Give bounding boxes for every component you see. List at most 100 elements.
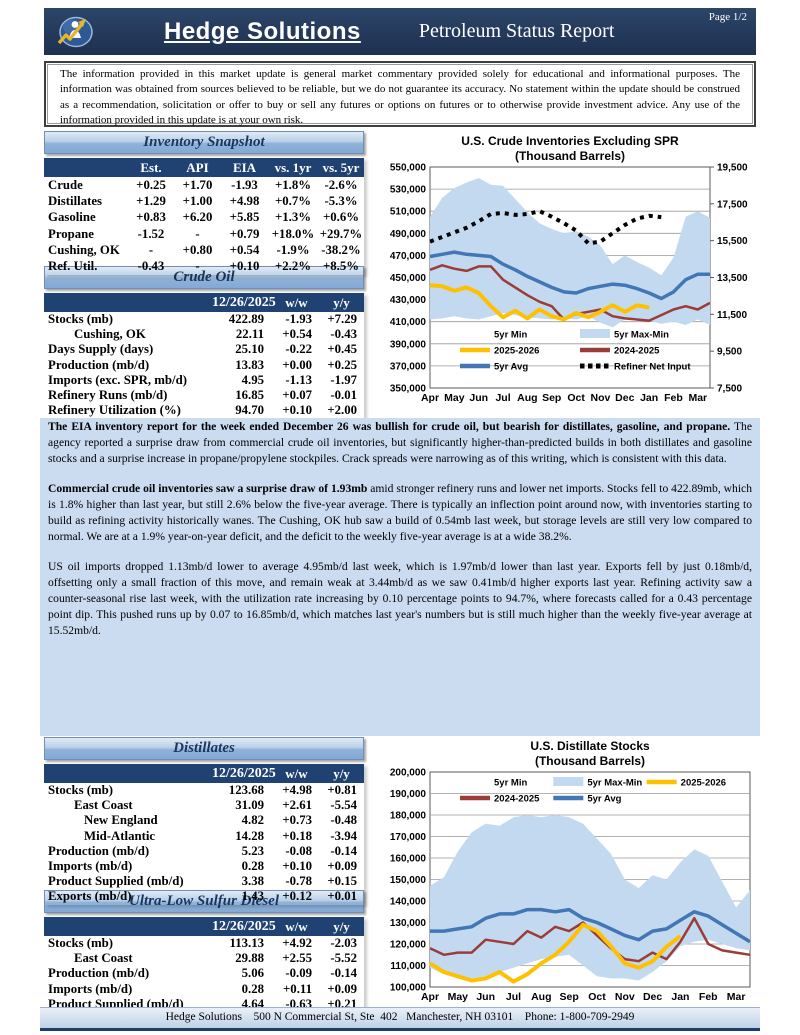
column-header: w/w	[274, 293, 319, 312]
legend-label: 5yr Max-Min	[587, 778, 642, 789]
row-value: -	[148, 242, 154, 257]
table-row: Production (mb/d) 5.23 -0.08 -0.14	[44, 844, 364, 859]
row-value: 29.88	[235, 951, 264, 966]
disclaimer-text: The information provided in this market …	[47, 64, 753, 126]
table-row: Cushing, OK - +0.80 +0.54 -1.9% -38.2%	[44, 242, 364, 258]
column-header: y/y	[319, 293, 364, 312]
row-value: 4.95	[241, 372, 264, 387]
x-axis-tick-label: Oct	[588, 991, 606, 1003]
row-value: 123.68	[228, 783, 264, 798]
row-value: +1.29	[136, 193, 166, 208]
table-row: Product Supplied (mb/d) 3.38 -0.78 +0.15	[44, 874, 364, 889]
row-value: +0.6%	[322, 210, 360, 225]
row-value: +0.25	[136, 177, 166, 192]
section-title-ulsd: Ultra-Low Sulfur Diesel	[44, 890, 364, 913]
brand-name: Hedge Solutions	[164, 17, 361, 45]
row-value: +7.29	[327, 312, 357, 327]
row-value: +29.7%	[319, 226, 363, 241]
row-value: -5.3%	[324, 193, 358, 208]
legend-label: 5yr Avg	[587, 794, 621, 805]
row-value: +0.09	[327, 981, 357, 996]
paragraph-lead: Commercial crude oil inventories saw a s…	[48, 481, 368, 495]
header-row: 12/26/2025 w/w y/y	[44, 917, 364, 936]
row-value: +5.85	[229, 210, 260, 225]
row-value: +0.45	[327, 342, 357, 357]
y-axis-tick-label: 130,000	[390, 918, 427, 929]
row-value: +4.98	[229, 193, 260, 208]
y-axis-tick-label: 170,000	[390, 832, 427, 843]
table-row: Days Supply (days) 25.10 -0.22 +0.45	[44, 342, 364, 357]
table-row: Refinery Runs (mb/d) 16.85 +0.07 -0.01	[44, 388, 364, 403]
row-value: +0.01	[327, 889, 357, 904]
section-title-crude-oil: Crude Oil	[44, 266, 364, 289]
crude-oil-table: 12/26/2025 w/w y/y Stocks (mb) 422.89 -1.93 +7…	[44, 293, 364, 434]
column-header: w/w	[274, 764, 319, 783]
column-header: vs. 1yr	[268, 158, 318, 177]
column-header: 12/26/2025	[212, 764, 276, 783]
row-label: Stocks (mb)	[48, 783, 114, 798]
row-value: 113.13	[229, 936, 265, 951]
row-value: +0.10	[229, 259, 260, 274]
right-axis-tick-label: 19,500	[717, 163, 748, 174]
row-value: 0.28	[241, 859, 264, 874]
legend-label: 2024-2025	[494, 794, 540, 805]
column-header: w/w	[274, 917, 319, 936]
row-label: East Coast	[74, 951, 133, 966]
x-axis-tick-label: Feb	[664, 392, 683, 404]
header-row: Est. API EIA vs. 1yr vs. 5yr	[44, 158, 364, 177]
x-axis-tick-label: Jun	[469, 392, 488, 404]
table-row: Production (mb/d) 5.06 -0.09 -0.14	[44, 966, 364, 981]
table-row: Mid-Atlantic 14.28 +0.18 -3.94	[44, 829, 364, 844]
series-2025-2026	[428, 922, 682, 984]
column-header	[44, 293, 212, 312]
section-title-distillates: Distillates	[44, 737, 364, 760]
row-value: -0.43	[137, 259, 165, 274]
row-value: -1.93	[231, 177, 258, 192]
row-value: +0.81	[327, 783, 357, 798]
y-axis-tick-label: 150,000	[390, 875, 427, 886]
row-label: Production (mb/d)	[48, 966, 150, 981]
y-axis-tick-label: 550,000	[390, 163, 427, 174]
y-axis-tick-label: 510,000	[390, 207, 427, 218]
y-axis-tick-label: 430,000	[390, 295, 427, 306]
commentary-paragraph: US oil imports dropped 1.13mb/d lower to…	[48, 559, 752, 637]
table-row: Imports (exc. SPR, mb/d) 4.95 -1.13 -1.97	[44, 373, 364, 388]
row-value: -0.48	[330, 813, 357, 828]
x-axis-tick-label: Dec	[643, 991, 662, 1003]
row-label: Production (mb/d)	[48, 357, 150, 372]
x-axis-tick-label: Jun	[476, 991, 495, 1003]
row-value: +0.54	[282, 327, 312, 342]
y-axis-tick-label: 450,000	[390, 273, 427, 284]
table-row: Production (mb/d) 13.83 +0.00 +0.25	[44, 358, 364, 373]
row-value: 0.28	[241, 981, 264, 996]
row-value: +0.7%	[274, 193, 312, 208]
row-value: 14.28	[235, 828, 264, 843]
row-value: 3.38	[241, 874, 264, 889]
column-header: API	[174, 158, 221, 177]
commentary-paragraph: Commercial crude oil inventories saw a s…	[48, 481, 752, 543]
y-axis-tick-label: 390,000	[390, 339, 427, 350]
x-axis-tick-label: Aug	[517, 392, 537, 404]
row-value: -1.93	[285, 312, 312, 327]
x-axis-tick-label: Apr	[421, 991, 439, 1003]
row-value: 94.70	[235, 403, 264, 418]
column-header	[44, 158, 128, 177]
row-value: -5.54	[330, 798, 357, 813]
series-5yr-avg	[429, 250, 710, 301]
legend-swatch-band	[580, 329, 610, 338]
right-axis-tick-label: 17,500	[717, 199, 748, 210]
row-value: +0.10	[282, 403, 312, 418]
row-label: Days Supply (days)	[48, 342, 154, 357]
table-row: New England 4.82 +0.73 -0.48	[44, 813, 364, 828]
company-logo-icon	[57, 16, 93, 47]
series-5yr-avg	[430, 907, 751, 944]
row-value: +8.5%	[322, 259, 360, 274]
y-axis-tick-label: 160,000	[390, 854, 427, 865]
legend-label: Refiner Net Input	[614, 362, 691, 373]
row-value: 13.83	[235, 357, 264, 372]
chart-title: U.S. Crude Inventories Excluding SPR	[461, 134, 679, 148]
row-value: +18.0%	[271, 226, 315, 241]
crude-inventories-chart: U.S. Crude Inventories Excluding SPR(Tho…	[384, 131, 760, 405]
table-row: Propane -1.52 - +0.79 +18.0% +29.7%	[44, 226, 364, 242]
table-row: Stocks (mb) 113.13 +4.92 -2.03	[44, 936, 364, 951]
